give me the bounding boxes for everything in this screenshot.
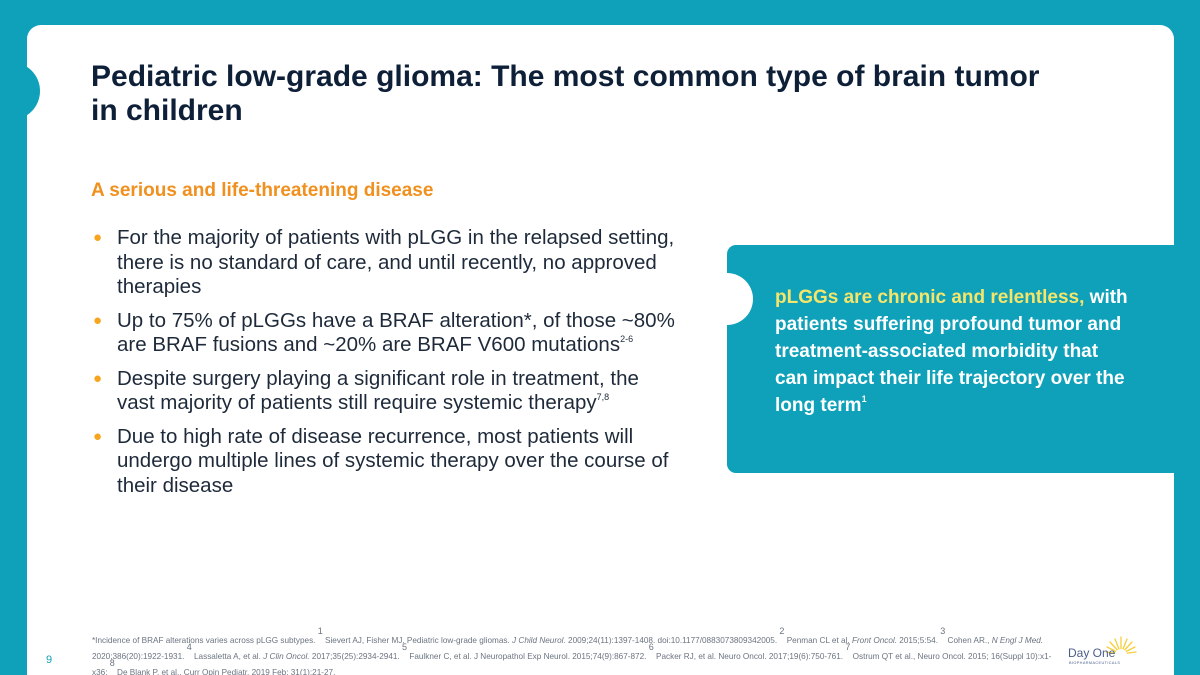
bullet-text: Despite surgery playing a significant ro… [117, 366, 639, 415]
footnote-references: *Incidence of BRAF alterations varies ac… [92, 626, 1052, 675]
bullet-item: ● Up to 75% of pLGGs have a BRAF alterat… [91, 309, 681, 358]
sun-rays-icon [1105, 636, 1137, 656]
page-number: 9 [46, 654, 53, 666]
bullet-item: ● For the majority of patients with pLGG… [91, 226, 681, 300]
callout-highlight: pLGGs are chronic and relentless, [775, 287, 1085, 308]
bullet-text: For the majority of patients with pLGG i… [117, 226, 675, 298]
slide-title: Pediatric low-grade glioma: The most com… [91, 60, 1040, 127]
citation-sup: 1 [861, 394, 867, 404]
bullet-text: Up to 75% of pLGGs have a BRAF alteratio… [117, 308, 675, 357]
callout-body: with patients suffering profound tumor a… [775, 287, 1128, 416]
bullet-text: Due to high rate of disease recurrence, … [117, 424, 669, 497]
callout-box: pLGGs are chronic and relentless, with p… [721, 245, 1200, 473]
section-subtitle: A serious and life-threatening disease [91, 180, 434, 201]
bullet-dot-icon: ● [93, 229, 103, 246]
bullet-item: ● Due to high rate of disease recurrence… [91, 425, 681, 499]
bullet-list: ● For the majority of patients with pLGG… [91, 226, 681, 507]
callout-notch-decoration [721, 273, 753, 325]
bullet-dot-icon: ● [93, 369, 103, 387]
citation-sup: 2-6 [620, 334, 634, 344]
callout-text: pLGGs are chronic and relentless, with p… [775, 284, 1135, 419]
bullet-dot-icon: ● [93, 427, 103, 445]
citation-sup: 7,8 [596, 392, 610, 402]
logo-subtitle: BIOPHARMACEUTICALS [1069, 661, 1121, 665]
logo-name: Day One [1068, 646, 1116, 660]
bullet-dot-icon: ● [93, 311, 103, 329]
bullet-item: ● Despite surgery playing a significant … [91, 367, 681, 416]
company-logo: Day One BIOPHARMACEUTICALS [1068, 634, 1138, 666]
